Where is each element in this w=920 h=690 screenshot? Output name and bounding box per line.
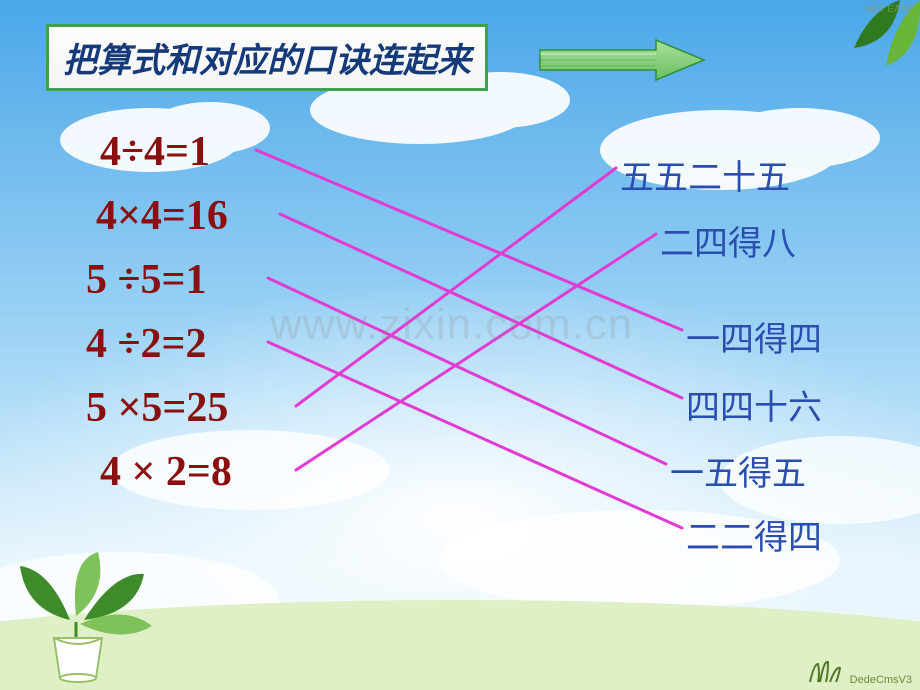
mnemonic-3: 四四十六 (686, 380, 822, 429)
arrow-icon (536, 38, 736, 98)
title-box: 把算式和对应的口诀连起来 (46, 24, 488, 91)
equation-1: 4×4=16 (96, 192, 228, 240)
equation-4: 5 ×5=25 (86, 384, 228, 432)
slide-stage: 把算式和对应的口诀连起来 4÷4=1 4×4=16 5 ÷5=1 4 ÷2=2 … (0, 0, 920, 690)
equation-0: 4÷4=1 (100, 128, 210, 176)
equation-2: 5 ÷5=1 (86, 256, 206, 304)
mnemonic-4: 一五得五 (670, 446, 806, 495)
mnemonic-2: 一四得四 (686, 312, 822, 361)
equation-5: 4 × 2=8 (100, 448, 232, 496)
mnemonic-0: 五五二十五 (620, 150, 790, 199)
footer-logo-text: DedeCmsV3 (850, 674, 912, 686)
mnemonic-1: 二四得八 (660, 216, 796, 265)
equation-3: 4 ÷2=2 (86, 320, 206, 368)
plant-icon (10, 550, 180, 690)
top-logo-text: NET EASE (865, 4, 914, 15)
mnemonic-5: 二二得四 (686, 510, 822, 559)
footer-grass-icon (806, 660, 850, 684)
title-text: 把算式和对应的口诀连起来 (63, 42, 471, 80)
